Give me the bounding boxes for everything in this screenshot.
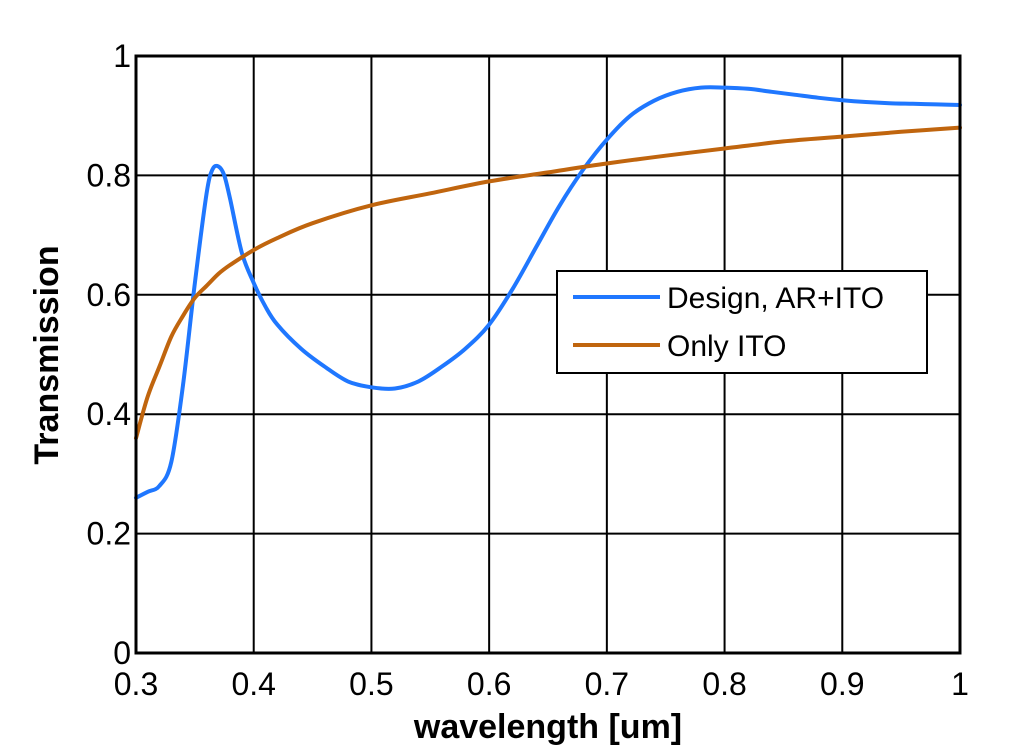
y-tick-label: 0.4 — [87, 396, 131, 432]
x-tick-label: 0.6 — [467, 666, 511, 702]
series-layer — [134, 85, 962, 500]
x-tick-label: 0.7 — [585, 666, 629, 702]
x-tick-label: 0.8 — [702, 666, 746, 702]
y-tick-label: 0.6 — [87, 277, 131, 313]
x-axis-label: wavelength [um] — [413, 708, 682, 746]
x-tick-label: 1 — [951, 666, 969, 702]
y-ticks: 0 0.2 0.4 0.6 0.8 1 — [87, 38, 131, 671]
legend-label-design: Design, AR+ITO — [667, 282, 884, 315]
x-tick-label: 0.4 — [231, 666, 275, 702]
plot-frame — [134, 54, 962, 655]
y-tick-label: 1 — [113, 38, 131, 74]
y-tick-label: 0 — [113, 635, 131, 671]
y-axis-label: Transmission — [28, 245, 66, 464]
legend-box — [556, 270, 928, 374]
y-tick-label: 0.8 — [87, 157, 131, 193]
x-tick-label: 0.5 — [349, 666, 393, 702]
legend-label-only-ito: Only ITO — [667, 330, 786, 363]
x-ticks: 0.3 0.4 0.5 0.6 0.7 0.8 0.9 1 — [114, 666, 969, 702]
x-tick-label: 0.3 — [114, 666, 158, 702]
series-line-only-ito — [134, 125, 962, 441]
x-tick-label: 0.9 — [820, 666, 864, 702]
y-tick-label: 0.2 — [87, 516, 131, 552]
legend: Design, AR+ITO Only ITO — [556, 270, 928, 374]
series-line-design-ar-ito — [134, 85, 962, 500]
